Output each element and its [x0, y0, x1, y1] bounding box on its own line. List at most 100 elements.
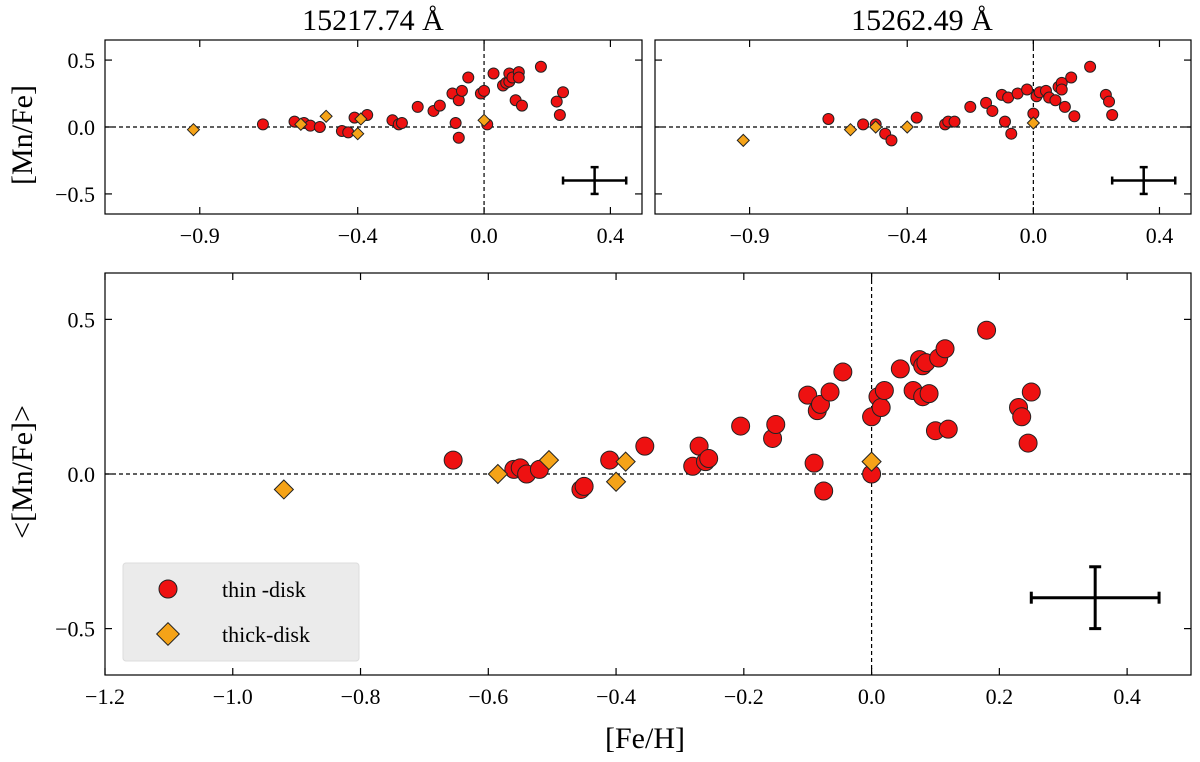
panel-title-top-right: 15262.49 Å [851, 4, 993, 37]
thin-disk-point-bottom [699, 449, 719, 469]
plot-area-top-left: −0.9 −0.4 0.0 0.4 0.5 0.0 −0.5 [55, 39, 643, 248]
y-tick-label-bottom: 0.5 [68, 307, 96, 332]
thick-disk-point-bottom [273, 479, 295, 500]
x-tick-label-top-right: 0.4 [1146, 223, 1174, 248]
x-tick-label-top-right: −0.9 [730, 223, 770, 248]
x-tick-label-bottom: −0.8 [341, 684, 381, 709]
thin-disk-point-top-right [1103, 95, 1116, 108]
x-tick-label-bottom: 0.4 [1113, 684, 1141, 709]
thin-disk-point-bottom [919, 384, 939, 404]
thin-disk-point-top-left [256, 118, 269, 131]
thin-disk-point-top-right [857, 118, 870, 131]
legend-thin-disk-label: thin -disk [222, 577, 306, 602]
thin-disk-point-bottom [874, 381, 894, 401]
thin-disk-point-bottom [820, 382, 840, 402]
thin-disk-point-top-right [885, 134, 898, 147]
thin-disk-point-top-left [411, 100, 424, 113]
x-tick-label-bottom: −1.2 [85, 684, 125, 709]
x-tick-label-bottom: 0.0 [858, 684, 886, 709]
legend-thin-disk-marker [158, 579, 178, 599]
thin-disk-point-bottom [871, 398, 891, 418]
thick-disk-point-bottom [538, 449, 560, 471]
thin-disk-point-top-right [910, 111, 923, 124]
x-tick-label-bottom: 0.2 [986, 684, 1014, 709]
thick-disk-point-bottom [487, 463, 509, 485]
x-axis-title-bottom: [Fe/H] [605, 722, 685, 755]
thick-disk-point-top-right [843, 122, 858, 137]
x-tick-label-top-right: 0.0 [1020, 223, 1048, 248]
thin-disk-point-top-left [452, 131, 465, 144]
thin-disk-point-bottom [731, 416, 751, 436]
thin-disk-point-bottom [935, 339, 955, 359]
legend-thick-disk-marker [155, 621, 181, 647]
thin-disk-point-top-left [342, 126, 355, 139]
thin-disk-point-top-left [534, 60, 547, 73]
thin-disk-point-top-left [313, 121, 326, 133]
thin-disk-point-top-right [998, 115, 1011, 128]
thin-disk-point-top-right [1021, 83, 1034, 96]
thin-disk-point-top-left [553, 108, 566, 121]
plot-area-top-right: −0.9 −0.4 0.0 0.4 [654, 39, 1192, 248]
thin-disk-point-top-right [1068, 110, 1081, 123]
thin-disk-point-bottom [574, 476, 594, 496]
thin-disk-point-top-left [515, 99, 528, 112]
x-tick-label-bottom: −1.0 [213, 684, 253, 709]
y-tick-label-top-left: 0.0 [68, 115, 96, 140]
thin-disk-point-top-right [1005, 127, 1018, 140]
thin-disk-point-bottom [814, 481, 834, 501]
thin-disk-point-top-right [1049, 94, 1062, 107]
legend-thick-disk-label: thick-disk [222, 622, 310, 647]
thick-disk-point-top-left [319, 109, 333, 123]
thin-disk-point-top-right [1065, 71, 1078, 84]
y-tick-label-bottom: −0.5 [55, 617, 95, 642]
thin-disk-point-bottom [1018, 433, 1038, 453]
thin-disk-point-top-right [1084, 60, 1097, 73]
y-axis-title-bottom: <[Mn/Fe]> [6, 405, 39, 539]
thick-disk-point-top-left [477, 113, 491, 128]
thin-disk-point-top-left [455, 84, 468, 97]
x-tick-label-top-left: 0.4 [597, 223, 625, 248]
thin-disk-point-bottom [600, 450, 620, 470]
thick-disk-point-bottom [861, 451, 882, 472]
thin-disk-point-bottom [1012, 407, 1032, 427]
plot-area-bottom: −1.2 −1.0 −0.8 −0.6 −0.4 −0.2 0.0 0.2 0.4 0.5 0.0 −… [55, 272, 1192, 709]
thin-disk-point-top-left [550, 95, 563, 108]
thick-disk-point-top-right [900, 120, 914, 134]
x-tick-label-bottom: −0.4 [596, 684, 636, 709]
thin-disk-point-top-right [1106, 108, 1119, 121]
thin-disk-point-top-left [557, 86, 570, 99]
y-tick-label-top-left: −0.5 [55, 182, 95, 207]
thick-disk-point-top-left [350, 126, 365, 141]
panel-top-left: 15217.74 Å [Mn/Fe] −0.9 −0.4 0.0 0.40.50.0−… [6, 4, 643, 248]
panel-title-top-left: 15217.74 Å [302, 4, 444, 37]
thick-disk-point-bottom [605, 471, 627, 492]
thin-disk-point-bottom [1021, 382, 1041, 402]
thin-disk-point-top-left [478, 84, 491, 97]
thin-disk-point-top-right [1058, 100, 1071, 113]
thin-disk-point-top-right [1055, 83, 1068, 96]
thick-disk-point-top-left [294, 117, 308, 132]
thin-disk-point-bottom [635, 436, 655, 456]
thin-disk-point-top-right [980, 96, 993, 109]
x-tick-label-top-left: 0.0 [470, 223, 498, 248]
legend: thin -disk thick-disk [122, 562, 360, 662]
thin-disk-point-top-left [395, 116, 408, 129]
thin-disk-point-bottom [977, 320, 997, 340]
thin-disk-point-bottom [798, 385, 818, 405]
thin-disk-point-top-left [433, 99, 446, 112]
thick-disk-point-top-left [186, 122, 201, 137]
thin-disk-point-top-left [512, 71, 525, 84]
thin-disk-point-bottom [833, 362, 853, 382]
x-tick-label-bottom: −0.2 [724, 684, 764, 709]
x-tick-label-top-right: −0.4 [887, 223, 927, 248]
thin-disk-point-top-right [964, 100, 977, 113]
thin-disk-point-top-left [462, 71, 475, 84]
x-tick-label-top-left: −0.9 [180, 223, 220, 248]
thin-disk-point-bottom [443, 450, 463, 470]
legend-box [122, 562, 360, 662]
thin-disk-point-top-left [487, 67, 500, 80]
thin-disk-point-top-left [449, 116, 462, 129]
thick-disk-point-top-right [868, 120, 883, 134]
x-tick-label-bottom: −0.6 [468, 684, 508, 709]
